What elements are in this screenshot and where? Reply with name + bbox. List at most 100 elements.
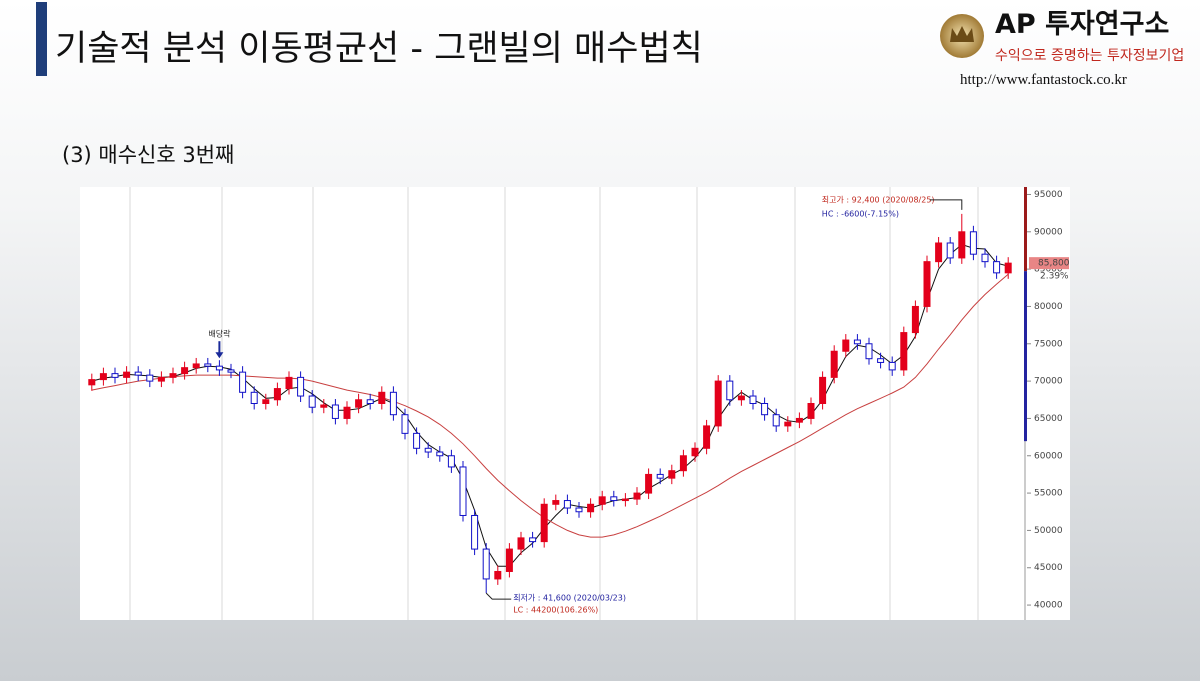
candle-body: [123, 371, 131, 378]
candle-body: [413, 432, 421, 449]
candle-body: [424, 447, 432, 453]
candle-body: [273, 388, 281, 401]
slide-title: 기술적 분석 이동평균선 - 그랜빌의 매수법칙: [55, 29, 703, 69]
candle-body: [436, 451, 444, 457]
candle-body: [181, 367, 189, 375]
y-tick-label: 45000: [1034, 563, 1063, 573]
candle-body: [598, 496, 606, 505]
logo-tagline: 수익으로 증명하는 투자정보기업: [995, 48, 1184, 64]
candle-body: [146, 374, 154, 382]
candle-body: [99, 373, 107, 381]
annotation-arrowhead: [215, 352, 224, 359]
title-accent: [36, 2, 47, 76]
candle-body: [563, 500, 571, 509]
y-tick-label: 80000: [1034, 302, 1063, 312]
candle-body: [134, 371, 142, 376]
candle-body: [621, 498, 629, 502]
candle-body: [993, 261, 1001, 274]
axis-strip-down: [1024, 271, 1027, 442]
y-tick-label: 50000: [1034, 526, 1063, 536]
annotation: HC : -6600(-7.15%): [822, 209, 899, 218]
annotation: 최저가 : 41,600 (2020/03/23): [513, 593, 626, 603]
vertical-grid: [129, 187, 979, 620]
chart-area: [80, 187, 1070, 620]
candle-body: [355, 399, 363, 408]
candle-body: [1004, 262, 1012, 274]
candle-body: [795, 417, 803, 423]
candle-body: [679, 455, 687, 472]
candle-body: [517, 537, 525, 550]
candle-body: [749, 395, 757, 405]
y-tick-label: 40000: [1034, 601, 1063, 611]
last-change-label: 2.39%: [1040, 272, 1069, 282]
candle-body: [610, 496, 618, 502]
candle-body: [494, 570, 502, 580]
candle-body: [262, 399, 270, 405]
candle-body: [842, 339, 850, 352]
candle-body: [529, 537, 537, 543]
axis-strip-up: [1024, 187, 1027, 272]
candle-body: [633, 492, 641, 500]
last-price-box: [1029, 257, 1069, 270]
candle-body: [482, 548, 490, 580]
candle-body: [447, 455, 455, 468]
candle-body: [819, 376, 827, 405]
candle-body: [737, 395, 745, 401]
candle-body: [285, 376, 293, 390]
candle-body: [923, 261, 931, 307]
candle-body: [111, 373, 119, 378]
candle-body: [331, 404, 339, 419]
candle-body: [308, 395, 316, 408]
y-tick-label: 85000: [1034, 265, 1063, 275]
annotation: 최고가 : 92,400 (2020/08/25): [822, 194, 935, 204]
candle-body: [227, 369, 235, 373]
candle-body: [691, 447, 699, 457]
candle-body: [320, 404, 328, 408]
url: http://www.fantastock.co.kr: [960, 72, 1127, 88]
candle-body: [761, 403, 769, 416]
y-tick-label: 55000: [1034, 489, 1063, 499]
y-tick-label: 65000: [1034, 414, 1063, 424]
candle-body: [645, 473, 653, 494]
candle-body: [378, 391, 386, 405]
y-tick-label: 75000: [1034, 339, 1063, 349]
candle-body: [726, 380, 734, 401]
candle-body: [540, 503, 548, 543]
candle-body: [714, 380, 722, 427]
candle-body: [192, 363, 200, 369]
candle-body: [297, 376, 305, 397]
candle-body: [865, 343, 873, 360]
candle-body: [888, 361, 896, 371]
candle-body: [877, 358, 885, 363]
candle-body: [239, 371, 247, 393]
candle-body: [389, 391, 397, 416]
candle-body: [958, 231, 966, 259]
candle-body: [88, 379, 96, 386]
annotation-pointer: [929, 199, 963, 210]
y-tick-label: 60000: [1034, 451, 1063, 461]
annotation-pointer: [485, 592, 512, 600]
candle-body: [169, 373, 177, 378]
candle-body: [911, 305, 919, 334]
candle-body: [772, 414, 780, 427]
candle-body: [575, 507, 583, 513]
candle-body: [969, 231, 977, 255]
candle-body: [946, 242, 954, 259]
candle-body: [215, 365, 223, 371]
candle-body: [250, 391, 258, 405]
candle-body: [505, 548, 513, 572]
candle-body: [853, 339, 861, 345]
candle-body: [668, 470, 676, 479]
y-tick-label: 70000: [1034, 377, 1063, 387]
candle-body: [784, 421, 792, 427]
candle-body: [807, 403, 815, 419]
candle-body: [830, 350, 838, 378]
candle-body: [343, 406, 351, 419]
y-tick-label: 95000: [1034, 190, 1063, 200]
candle-body: [366, 399, 374, 405]
candle-body: [656, 473, 664, 479]
candle-body: [157, 376, 165, 382]
logo-title: AP 투자연구소: [995, 9, 1169, 40]
